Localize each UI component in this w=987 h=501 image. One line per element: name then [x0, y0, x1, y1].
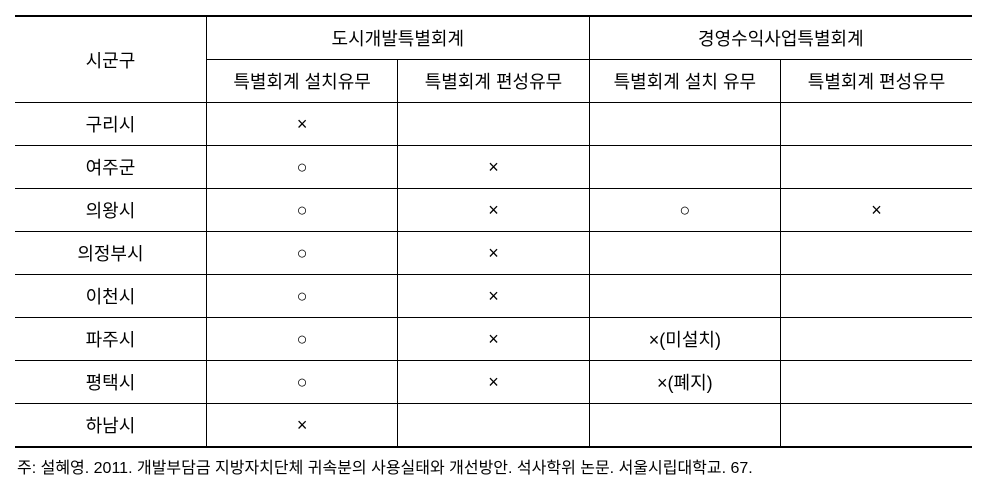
cell-value: ○ — [206, 275, 397, 318]
cell-value — [589, 103, 780, 146]
subheader-compose-2: 특별회계 편성유무 — [781, 60, 972, 103]
cell-value — [781, 318, 972, 361]
cell-value — [589, 404, 780, 448]
header-region: 시군구 — [15, 16, 206, 103]
table-row: 하남시 × — [15, 404, 972, 448]
table-row: 이천시 ○ × — [15, 275, 972, 318]
cell-value: × — [398, 275, 589, 318]
footnote-text: 주: 설혜영. 2011. 개발부담금 지방자치단체 귀속분의 사용실태와 개선… — [15, 454, 972, 478]
cell-value — [589, 146, 780, 189]
data-table: 시군구 도시개발특별회계 경영수익사업특별회계 특별회계 설치유무 특별회계 편… — [15, 15, 972, 448]
row-name: 이천시 — [15, 275, 206, 318]
subheader-compose-1: 특별회계 편성유무 — [398, 60, 589, 103]
row-name: 여주군 — [15, 146, 206, 189]
cell-value: ○ — [589, 189, 780, 232]
cell-value: × — [398, 361, 589, 404]
table-row: 여주군 ○ × — [15, 146, 972, 189]
table-row: 구리시 × — [15, 103, 972, 146]
cell-value — [398, 103, 589, 146]
cell-value: × — [781, 189, 972, 232]
cell-value: ○ — [206, 361, 397, 404]
cell-value: ○ — [206, 146, 397, 189]
header-group-mgmt-rev: 경영수익사업특별회계 — [589, 16, 972, 60]
cell-value — [589, 232, 780, 275]
cell-value — [781, 232, 972, 275]
cell-value — [781, 146, 972, 189]
cell-value — [781, 361, 972, 404]
row-name: 파주시 — [15, 318, 206, 361]
cell-value — [398, 404, 589, 448]
cell-value — [781, 404, 972, 448]
cell-value: × — [398, 232, 589, 275]
cell-value: ○ — [206, 318, 397, 361]
cell-value — [781, 275, 972, 318]
table-row: 파주시 ○ × ×(미설치) — [15, 318, 972, 361]
header-group-urban-dev: 도시개발특별회계 — [206, 16, 589, 60]
subheader-install-2: 특별회계 설치 유무 — [589, 60, 780, 103]
cell-value: × — [398, 318, 589, 361]
cell-value: × — [206, 103, 397, 146]
cell-value: ×(미설치) — [589, 318, 780, 361]
subheader-install-1: 특별회계 설치유무 — [206, 60, 397, 103]
cell-value — [589, 275, 780, 318]
row-name: 구리시 — [15, 103, 206, 146]
cell-value: × — [398, 146, 589, 189]
table-row: 평택시 ○ × ×(폐지) — [15, 361, 972, 404]
row-name: 의왕시 — [15, 189, 206, 232]
row-name: 평택시 — [15, 361, 206, 404]
cell-value: ○ — [206, 232, 397, 275]
table-body: 구리시 × 여주군 ○ × 의왕시 ○ × ○ × 의정부시 ○ × — [15, 103, 972, 448]
cell-value: × — [398, 189, 589, 232]
cell-value: ○ — [206, 189, 397, 232]
table-row: 의정부시 ○ × — [15, 232, 972, 275]
row-name: 하남시 — [15, 404, 206, 448]
cell-value: × — [206, 404, 397, 448]
cell-value: ×(폐지) — [589, 361, 780, 404]
row-name: 의정부시 — [15, 232, 206, 275]
table-row: 의왕시 ○ × ○ × — [15, 189, 972, 232]
cell-value — [781, 103, 972, 146]
